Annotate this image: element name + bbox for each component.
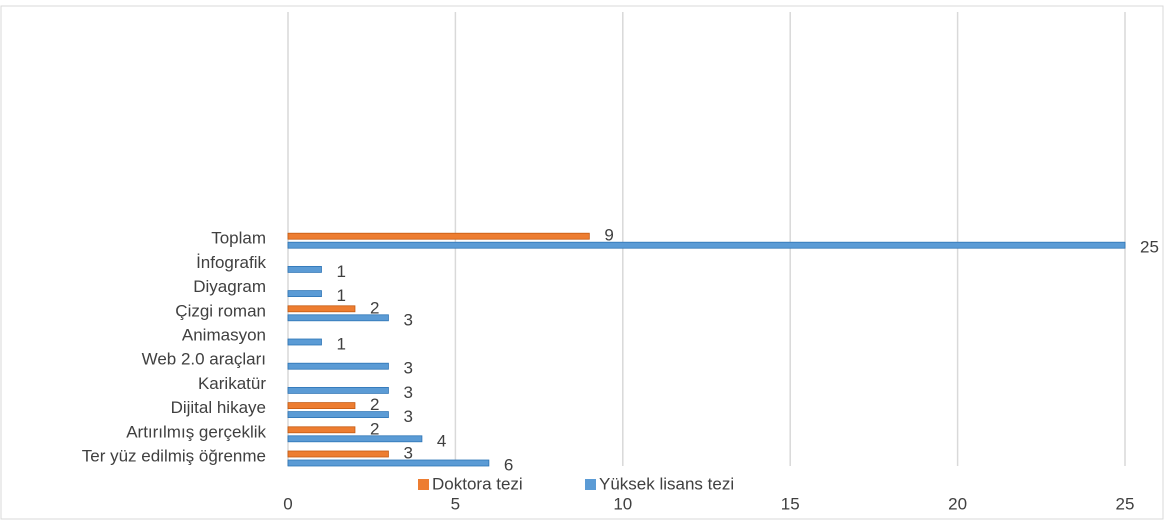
x-tick-label: 5 <box>451 494 460 513</box>
data-label: 3 <box>403 443 412 462</box>
bar <box>287 305 356 313</box>
bar <box>287 426 356 434</box>
bar <box>287 290 322 298</box>
legend-swatch <box>585 479 596 490</box>
data-label: 3 <box>403 310 412 329</box>
bar <box>287 241 1126 249</box>
x-tick-label: 0 <box>283 494 292 513</box>
bar <box>287 232 590 240</box>
bar <box>287 435 423 443</box>
x-tick-label: 25 <box>1116 494 1135 513</box>
bar <box>287 411 389 419</box>
data-label: 25 <box>1140 238 1159 257</box>
bar <box>287 386 389 394</box>
data-label: 9 <box>604 226 613 245</box>
y-tick-label: Dijital hikaye <box>171 398 266 417</box>
data-label: 4 <box>437 431 446 450</box>
y-tick-label: Ter yüz edilmiş öğrenme <box>82 446 266 465</box>
bar <box>287 338 322 346</box>
legend-label: Yüksek lisans tezi <box>599 474 734 493</box>
y-tick-label: Diyagram <box>193 277 266 296</box>
y-tick-label: İnfografik <box>196 253 266 272</box>
bar <box>287 314 389 322</box>
bar <box>287 402 356 410</box>
data-label: 3 <box>403 407 412 426</box>
data-label: 2 <box>370 419 379 438</box>
x-tick-label: 15 <box>781 494 800 513</box>
x-tick-label: 20 <box>948 494 967 513</box>
legend-swatch <box>418 479 429 490</box>
y-tick-label: Karikatür <box>198 374 266 393</box>
y-tick-label: Animasyon <box>182 325 266 344</box>
data-label: 3 <box>403 383 412 402</box>
y-tick-label: Toplam <box>211 229 266 248</box>
y-tick-label: Çizgi roman <box>175 301 266 320</box>
bar <box>287 459 490 467</box>
data-label: 1 <box>336 334 345 353</box>
data-label: 1 <box>336 286 345 305</box>
legend-label: Doktora tezi <box>432 474 523 493</box>
data-label: 2 <box>370 395 379 414</box>
data-label: 3 <box>403 359 412 378</box>
data-label: 1 <box>336 262 345 281</box>
y-tick-label: Artırılmış gerçeklik <box>126 422 266 441</box>
bar <box>287 450 389 458</box>
chart-frame <box>0 5 1164 520</box>
bar <box>287 362 389 370</box>
bar <box>287 265 322 273</box>
data-label: 2 <box>370 298 379 317</box>
data-label: 6 <box>504 455 513 474</box>
x-tick-label: 10 <box>613 494 632 513</box>
y-tick-label: Web 2.0 araçları <box>142 350 266 369</box>
